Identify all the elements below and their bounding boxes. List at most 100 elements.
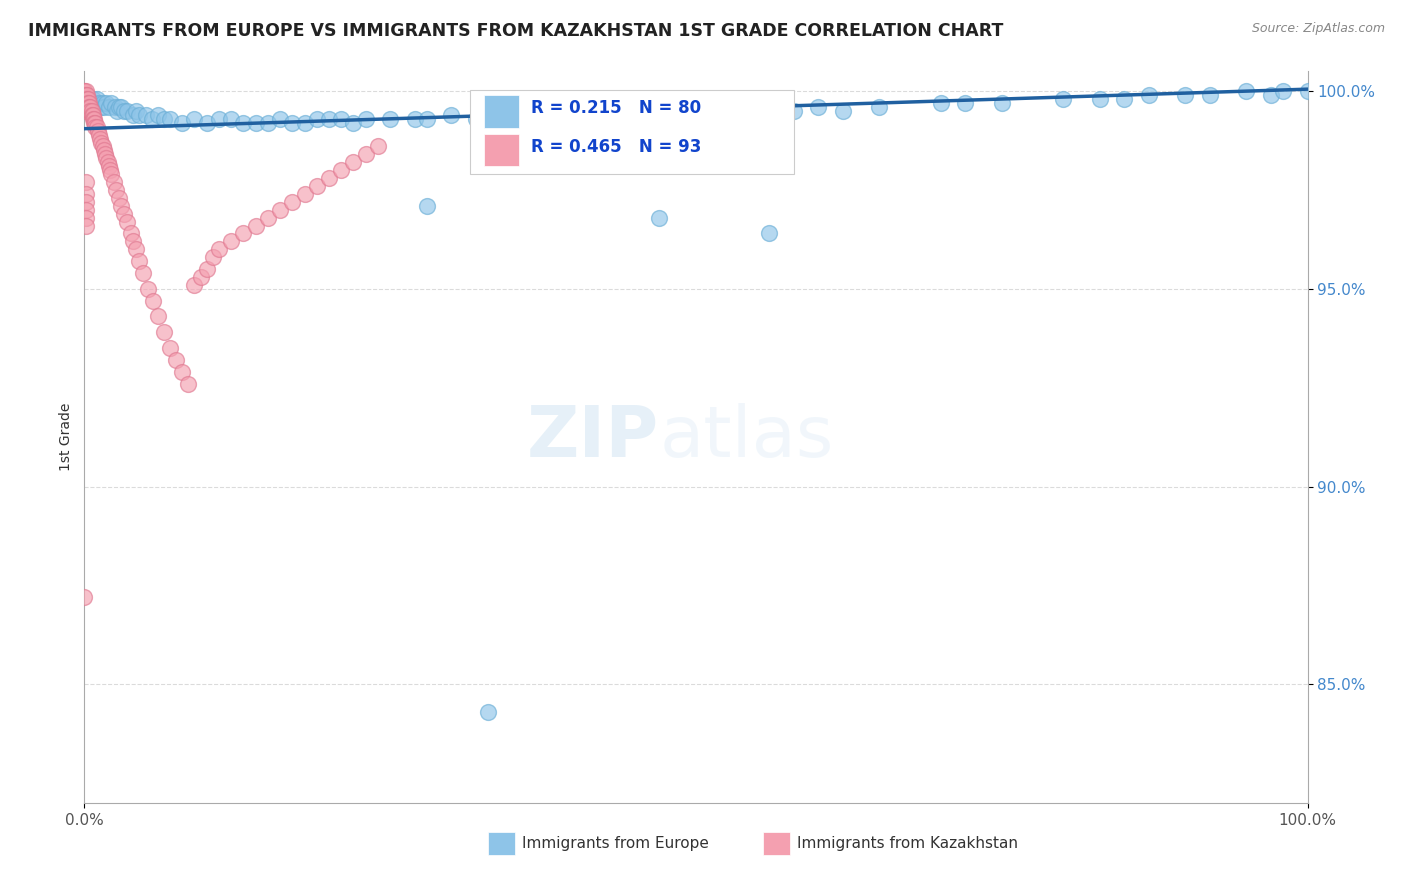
Point (84, 116, 107, 130)
Point (165, 353, 187, 368)
Point (831, 103, 853, 118)
Point (122, 235, 145, 249)
Point (208, 242, 231, 256)
Point (86, 120, 108, 134)
Point (77, 95, 100, 110)
Point (75, 95, 97, 110)
Point (294, 116, 316, 130)
Point (661, 108, 683, 122)
Point (83, 116, 105, 130)
Point (90, 136, 112, 150)
Point (82, 92, 104, 106)
Point (146, 310, 169, 324)
Point (76, 95, 98, 110)
Point (404, 112, 426, 126)
Point (94, 147, 117, 161)
Point (477, 112, 499, 126)
Point (73, 100, 96, 114)
Point (477, 705, 499, 719)
Point (562, 108, 585, 122)
Point (105, 183, 128, 197)
Point (183, 112, 205, 126)
Point (195, 116, 218, 130)
Point (318, 171, 340, 186)
Point (245, 219, 267, 233)
Point (146, 108, 169, 122)
Text: IMMIGRANTS FROM EUROPE VS IMMIGRANTS FROM KAZAKHSTAN 1ST GRADE CORRELATION CHART: IMMIGRANTS FROM EUROPE VS IMMIGRANTS FRO… (28, 22, 1004, 40)
Point (110, 100, 132, 114)
Point (440, 108, 463, 122)
Point (612, 108, 634, 122)
Point (75, 100, 97, 114)
Point (281, 194, 304, 209)
Text: R = 0.215   N = 80: R = 0.215 N = 80 (531, 99, 702, 117)
Point (257, 211, 280, 225)
Point (342, 155, 364, 169)
Point (75, 211, 97, 225)
Point (153, 112, 176, 126)
Point (73, 92, 96, 106)
Point (75, 92, 97, 106)
Point (80, 108, 103, 122)
Point (97, 155, 120, 169)
Point (115, 103, 138, 118)
Point (929, 95, 952, 110)
Text: Immigrants from Kazakhstan: Immigrants from Kazakhstan (797, 837, 1018, 851)
Point (142, 293, 165, 308)
Point (269, 112, 291, 126)
Point (73, 88, 96, 103)
Point (219, 235, 242, 249)
Point (83, 112, 105, 126)
Point (115, 214, 138, 228)
Point (125, 103, 148, 118)
Point (73, 92, 96, 106)
Point (502, 108, 524, 122)
Point (96, 95, 118, 110)
Point (1236, 84, 1258, 98)
Point (89, 131, 111, 145)
Point (107, 191, 129, 205)
Bar (484, 134, 519, 167)
Point (107, 100, 129, 114)
Point (128, 108, 150, 122)
Point (75, 175, 97, 189)
Point (159, 112, 181, 126)
Point (330, 163, 353, 178)
Bar (763, 832, 790, 855)
Point (132, 266, 155, 280)
Point (195, 262, 218, 277)
Point (685, 103, 707, 118)
Point (98, 163, 121, 178)
Point (257, 116, 280, 130)
Point (73, 84, 96, 98)
Point (105, 103, 128, 118)
Point (73, 84, 96, 98)
Point (100, 167, 122, 181)
Point (77, 95, 100, 110)
Point (159, 341, 181, 355)
Point (87, 95, 110, 110)
Point (550, 112, 572, 126)
Point (1260, 88, 1282, 103)
Point (758, 227, 780, 241)
Point (75, 88, 97, 103)
Point (1296, 84, 1319, 98)
Point (318, 112, 340, 126)
Point (172, 365, 194, 379)
Point (342, 116, 364, 130)
Point (135, 108, 157, 122)
Point (73, 95, 96, 110)
Point (77, 92, 100, 106)
Point (75, 194, 97, 209)
Point (380, 112, 402, 126)
Point (112, 103, 135, 118)
Point (97, 100, 120, 114)
FancyBboxPatch shape (470, 90, 794, 174)
Point (103, 175, 125, 189)
Point (648, 211, 671, 225)
Point (1114, 92, 1136, 106)
Point (190, 269, 212, 284)
Point (77, 92, 100, 106)
Point (128, 254, 150, 268)
Bar (488, 832, 515, 855)
